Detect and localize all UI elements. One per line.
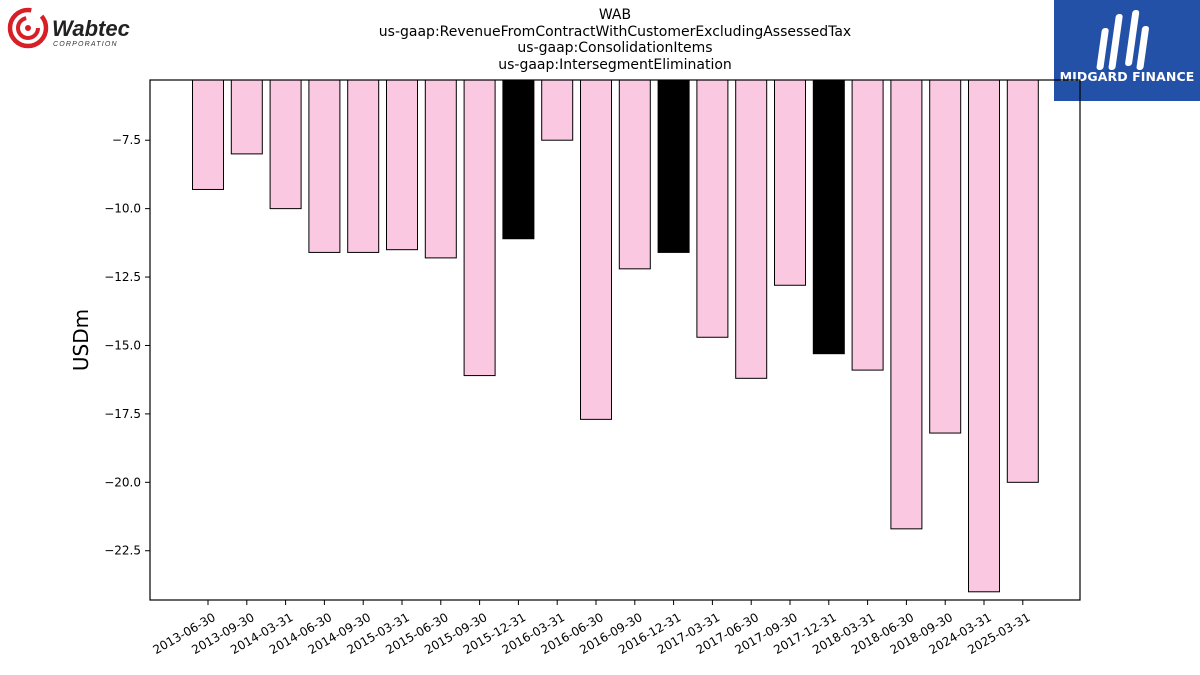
y-tick-label: −10.0: [104, 202, 141, 216]
title-line-axis: us-gaap:ConsolidationItems: [517, 40, 713, 56]
y-tick-label: −22.5: [104, 544, 141, 558]
bar-2017-09-30: [774, 79, 806, 286]
y-tick-label: −7.5: [112, 133, 141, 147]
y-tick-label: −12.5: [104, 270, 141, 284]
bar-2018-03-31: [851, 79, 884, 371]
wabtec-logo-mark: Wabtec CORPORATION: [7, 7, 130, 49]
y-axis-label: USDm: [69, 309, 93, 371]
bar-2016-12-31: [657, 79, 690, 253]
bar-2018-06-30: [890, 79, 923, 530]
wabtec-subtitle: CORPORATION: [53, 41, 118, 48]
midgard-brand-text: MIDGARD FINANCE: [1059, 69, 1195, 84]
midgard-finance-logo: MIDGARD FINANCE: [1054, 0, 1200, 101]
bar-2013-09-30: [230, 79, 263, 155]
bar-2017-12-31: [812, 79, 845, 355]
plot-frame: [149, 79, 1081, 601]
y-axis: −7.5 −10.0 −12.5 −15.0 −17.5 −20.0 −22.5: [104, 133, 150, 558]
bar-2016-09-30: [618, 79, 651, 270]
y-tick-label: −17.5: [104, 407, 141, 421]
bar-2013-06-30: [192, 79, 224, 190]
y-tick-label: −15.0: [104, 338, 141, 352]
y-tick-label: −20.0: [104, 475, 141, 489]
bar-2017-06-30: [735, 79, 768, 379]
bar-2015-09-30: [463, 79, 496, 377]
wabtec-wordmark: Wabtec: [52, 16, 130, 41]
midgard-emblem-icon: [1096, 10, 1149, 70]
bars-group: [192, 79, 1039, 593]
bar-2014-06-30: [308, 79, 341, 253]
bar-2018-09-30: [929, 79, 962, 434]
bar-2025-03-31: [1006, 79, 1039, 483]
title-line-member: us-gaap:IntersegmentElimination: [498, 56, 732, 73]
bar-2014-09-30: [347, 79, 380, 253]
bar-2015-12-31: [502, 79, 535, 240]
wabtec-logo: Wabtec CORPORATION: [6, 6, 146, 52]
x-axis: 2013-06-302013-09-302014-03-312014-06-30…: [150, 600, 1033, 657]
bar-2017-03-31: [696, 79, 729, 338]
bar-2016-03-31: [541, 79, 574, 141]
bar-2014-03-31: [269, 79, 302, 210]
bar-2024-03-31: [968, 79, 1000, 593]
title-line-ticker: WAB: [598, 7, 632, 23]
bar-2015-06-30: [424, 79, 457, 259]
chart-title: WAB us-gaap:RevenueFromContractWithCusto…: [300, 7, 930, 73]
bar-2015-03-31: [386, 79, 418, 251]
bar-2016-06-30: [580, 79, 612, 420]
title-line-concept: us-gaap:RevenueFromContractWithCustomerE…: [378, 23, 852, 40]
